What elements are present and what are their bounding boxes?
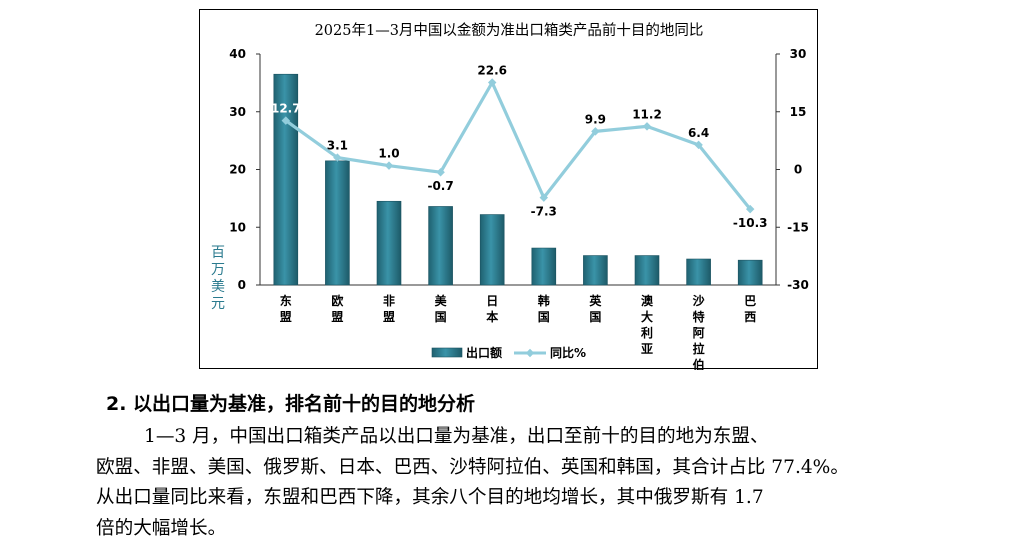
line-point-yoy	[281, 116, 291, 125]
x-tick-label-char: 盟	[331, 310, 343, 324]
data-label-yoy: 22.6	[477, 63, 507, 77]
section-heading: 2. 以出口量为基准，排名前十的目的地分析	[106, 393, 476, 415]
y-axis-label-char: 美	[211, 279, 225, 295]
x-tick-label-char: 国	[538, 310, 550, 324]
line-point-yoy	[591, 127, 600, 136]
y-tick-label-right: 15	[790, 105, 807, 119]
x-tick-label-char: 巴	[744, 294, 756, 308]
bar-export	[531, 247, 557, 286]
x-tick-label-char: 澳	[641, 293, 654, 308]
x-tick-label-char: 利	[641, 325, 653, 340]
bar-export	[686, 258, 711, 286]
x-tick-label-char: 非	[383, 293, 395, 308]
line-point-yoy	[487, 78, 497, 87]
bar-export	[634, 255, 660, 286]
x-tick-label-char: 盟	[280, 310, 292, 324]
data-label-yoy: 12.7	[271, 102, 301, 116]
x-tick-label-char: 国	[435, 310, 447, 324]
paragraph-line: 倍的大幅增长。	[96, 517, 227, 539]
y-axis-label-char: 万	[211, 262, 225, 278]
bar-export	[325, 160, 350, 286]
paragraph-line: 欧盟、非盟、美国、俄罗斯、日本、巴西、沙特阿拉伯、英国和韩国，其合计占比 77.…	[96, 456, 849, 478]
data-label-yoy: -0.7	[427, 179, 453, 193]
bar-export	[376, 200, 402, 286]
y-tick-label-right: 0	[794, 163, 802, 177]
line-yoy	[284, 80, 752, 211]
bar-export	[479, 214, 505, 286]
y-tick-label-right: -15	[787, 220, 809, 234]
y-tick-label-left: 20	[229, 163, 246, 177]
x-tick-label-char: 拉	[693, 341, 705, 356]
bar-export	[428, 206, 453, 286]
x-tick-label-char: 日	[486, 294, 498, 308]
x-tick-label-char: 伯	[693, 357, 705, 370]
paragraph-line: 1—3 月，中国出口箱类产品以出口量为基准，出口至前十的目的地为东盟、	[144, 426, 769, 447]
x-tick-label-char: 美	[435, 293, 448, 308]
legend-swatch-bar	[431, 347, 463, 358]
x-tick-label-char: 沙	[693, 294, 705, 308]
x-tick-label-char: 盟	[383, 310, 395, 324]
x-tick-label-char: 本	[486, 309, 498, 324]
x-tick-label-char: 西	[744, 310, 756, 324]
data-label-yoy: -7.3	[531, 205, 557, 219]
line-point-yoy	[436, 167, 445, 177]
data-label-yoy: 9.9	[585, 112, 606, 126]
line-point-yoy	[333, 153, 342, 162]
x-tick-label-char: 国	[589, 310, 601, 324]
line-point-yoy	[642, 122, 652, 131]
y-tick-label-left: 10	[229, 220, 246, 234]
y-tick-label-left: 30	[229, 105, 246, 119]
bar-export	[737, 259, 763, 286]
y-tick-label-right: 30	[790, 47, 807, 61]
x-tick-label-char: 亚	[641, 342, 653, 356]
y-tick-label-left: 40	[229, 47, 246, 61]
line-point-yoy	[694, 140, 703, 150]
legend-label-line: 同比%	[550, 345, 586, 360]
body-paragraph: 1—3 月，中国出口箱类产品以出口量为基准，出口至前十的目的地为东盟、 欧盟、非…	[96, 422, 936, 544]
x-tick-label-char: 英	[589, 293, 602, 308]
legend-label-bar: 出口额	[466, 345, 502, 360]
data-label-yoy: 6.4	[688, 126, 709, 140]
x-tick-label-char: 欧	[331, 293, 343, 308]
bar-line-chart: 2025年1—3月中国以金额为准出口箱类产品前十目的地同比 0 10 20 30 40 -3…	[211, 22, 809, 370]
data-label-yoy: 1.0	[378, 147, 399, 161]
x-tick-label-char: 阿	[693, 326, 705, 340]
chart-title: 2025年1—3月中国以金额为准出口箱类产品前十目的地同比	[315, 22, 704, 39]
line-point-yoy	[384, 161, 394, 170]
x-tick-label-char: 东	[280, 293, 292, 308]
paragraph-line: 从出口量同比来看，东盟和巴西下降，其余八个目的地均增长，其中俄罗斯有 1.7	[96, 487, 764, 508]
x-tick-label-char: 特	[693, 309, 705, 324]
bar-export	[583, 255, 608, 286]
x-tick-label-char: 大	[641, 309, 653, 324]
y-tick-label-right: -30	[787, 278, 809, 292]
bar-export	[273, 73, 299, 286]
data-label-yoy: 11.2	[632, 107, 662, 121]
chart-frame: 2025年1—3月中国以金额为准出口箱类产品前十目的地同比 0 10 20 30 40 -3…	[199, 9, 818, 370]
legend-marker-line	[525, 348, 535, 358]
y-tick-label-left: 0	[238, 278, 246, 292]
y-axis-label-char: 元	[211, 296, 225, 312]
data-label-yoy: -10.3	[733, 216, 768, 230]
data-label-yoy: 3.1	[327, 139, 348, 153]
x-tick-label-char: 韩	[538, 293, 550, 308]
y-axis-label-char: 百	[211, 245, 225, 261]
